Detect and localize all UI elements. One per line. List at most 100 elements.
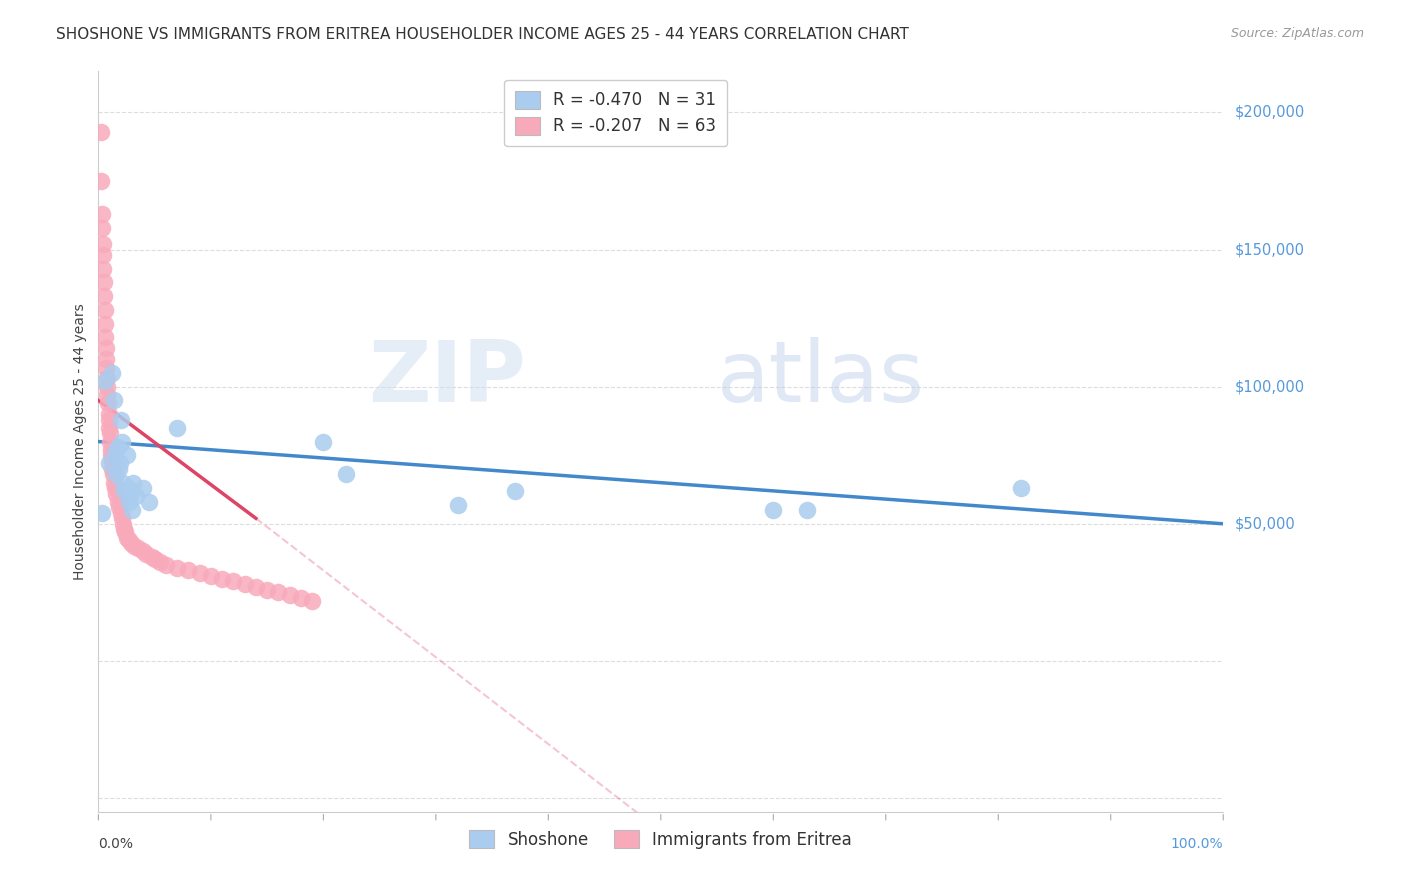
Point <box>112 483 135 498</box>
Point <box>93 261 115 276</box>
Point <box>110 506 132 520</box>
Point <box>114 524 136 539</box>
Point <box>278 588 301 602</box>
Text: $150,000: $150,000 <box>1234 242 1305 257</box>
Text: 100.0%: 100.0% <box>1171 837 1223 851</box>
Point <box>101 467 124 482</box>
Point <box>105 486 128 500</box>
Point <box>120 536 142 550</box>
Point <box>256 582 278 597</box>
Point <box>135 547 157 561</box>
Point <box>1010 481 1032 495</box>
Point <box>97 407 120 421</box>
Point <box>107 440 129 454</box>
Point <box>112 522 135 536</box>
Point <box>101 454 124 468</box>
Point <box>166 560 188 574</box>
Point <box>447 498 470 512</box>
Point <box>149 555 172 569</box>
Point <box>93 276 115 290</box>
Point <box>111 511 134 525</box>
Point <box>90 506 112 520</box>
Point <box>188 566 211 581</box>
Point <box>108 457 131 471</box>
Point <box>111 434 134 449</box>
Point <box>96 371 118 385</box>
Point <box>124 539 146 553</box>
Point <box>233 577 256 591</box>
Point <box>118 489 141 503</box>
Point <box>122 475 145 490</box>
Point <box>141 549 163 564</box>
Point <box>101 462 124 476</box>
Legend: Shoshone, Immigrants from Eritrea: Shoshone, Immigrants from Eritrea <box>463 823 859 855</box>
Text: $50,000: $50,000 <box>1234 516 1295 532</box>
Point <box>127 541 149 556</box>
Text: 0.0%: 0.0% <box>98 837 134 851</box>
Point <box>796 503 818 517</box>
Point <box>200 569 222 583</box>
Point <box>335 467 357 482</box>
Point <box>267 585 290 599</box>
Point <box>94 330 117 344</box>
Point <box>155 558 177 572</box>
Point <box>91 248 114 262</box>
Point <box>105 467 128 482</box>
Point <box>97 457 120 471</box>
Point <box>290 591 312 605</box>
Point <box>118 533 141 548</box>
Point <box>98 426 121 441</box>
Point <box>96 352 118 367</box>
Point <box>91 237 114 252</box>
Point <box>245 580 267 594</box>
Point <box>96 360 118 375</box>
Point <box>110 412 132 426</box>
Point <box>503 483 526 498</box>
Point <box>94 341 117 355</box>
Point <box>103 475 125 490</box>
Point <box>96 388 118 402</box>
Point <box>118 495 141 509</box>
Point <box>107 462 129 476</box>
Point <box>93 289 115 303</box>
Point <box>115 531 138 545</box>
Point <box>104 445 127 459</box>
Text: ZIP: ZIP <box>368 337 526 420</box>
Point <box>124 489 146 503</box>
Point <box>94 317 117 331</box>
Point <box>115 448 138 462</box>
Point <box>222 574 245 589</box>
Point <box>98 421 121 435</box>
Point <box>100 448 122 462</box>
Point <box>100 442 122 457</box>
Point <box>166 421 188 435</box>
Point <box>132 544 155 558</box>
Point <box>91 220 114 235</box>
Point <box>132 481 155 495</box>
Text: $200,000: $200,000 <box>1234 105 1305 120</box>
Text: Source: ZipAtlas.com: Source: ZipAtlas.com <box>1230 27 1364 40</box>
Point <box>104 481 127 495</box>
Text: atlas: atlas <box>717 337 925 420</box>
Point <box>177 563 200 577</box>
Point <box>97 412 120 426</box>
Point <box>93 302 115 317</box>
Point <box>90 207 112 221</box>
Point <box>107 500 129 515</box>
Point <box>96 380 118 394</box>
Point <box>112 475 135 490</box>
Point <box>90 174 112 188</box>
Point <box>762 503 785 517</box>
Point <box>107 495 129 509</box>
Point <box>138 495 160 509</box>
Point <box>112 516 135 531</box>
Point <box>103 393 125 408</box>
Text: $100,000: $100,000 <box>1234 379 1305 394</box>
Point <box>143 552 166 566</box>
Point <box>211 572 233 586</box>
Point <box>121 503 143 517</box>
Point <box>117 481 139 495</box>
Point <box>90 125 112 139</box>
Point <box>101 366 124 380</box>
Point <box>98 434 121 449</box>
